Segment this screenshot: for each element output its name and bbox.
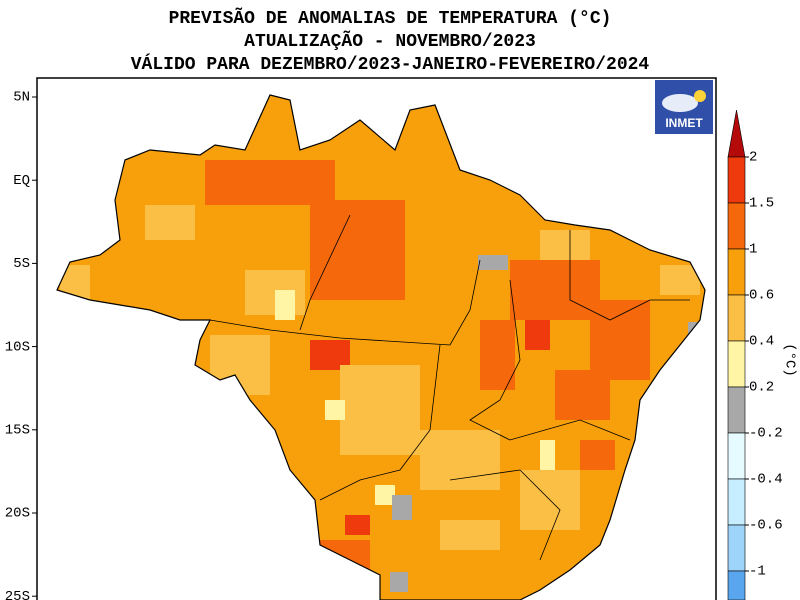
colorbar-bin [727, 386, 746, 434]
logo: INMET [655, 80, 713, 134]
colorbar-label: 1.5 [749, 196, 774, 212]
latitude-label: 20S [5, 506, 30, 522]
logo-sun [694, 90, 706, 102]
colorbar-label: 2 [749, 150, 757, 166]
latitude-labels: 5N EQ 5S 10S 15S 20S 25S [5, 90, 37, 600]
title-block: PREVISÃO DE ANOMALIAS DE TEMPERATURA (°C… [131, 7, 650, 75]
colorbar-bin [727, 202, 746, 250]
title-line: ATUALIZAÇÃO - NOVEMBRO/2023 [244, 30, 536, 52]
colorbar-label: 0.2 [749, 380, 774, 396]
colorbar-label: -0.2 [749, 426, 783, 442]
colorbar-top-arrow [727, 109, 746, 158]
colorbar: 2 1.5 1 0.6 0.4 0.2 -0.2 -0.4 -0.6 -1 [727, 109, 783, 600]
colorbar-label: 1 [749, 242, 757, 258]
colorbar-bin [727, 248, 746, 296]
state-border [209, 259, 481, 346]
colorbar-bin [727, 524, 746, 572]
colorbar-unit: (°C) [781, 343, 797, 377]
colorbar-bin [727, 570, 746, 600]
latitude-label: 5N [13, 90, 30, 106]
latitude-label: EQ [13, 173, 30, 189]
state-border [449, 469, 561, 561]
colorbar-label: -0.6 [749, 518, 783, 534]
colorbar-label: -1 [749, 564, 766, 580]
latitude-label: 15S [5, 423, 30, 439]
latitude-label: 25S [5, 589, 30, 600]
colorbar-label: 0.4 [749, 334, 774, 350]
state-border [569, 230, 690, 321]
colorbar-bin [727, 340, 746, 388]
state-border [319, 344, 441, 501]
state-border [299, 214, 351, 331]
colorbar-bin [727, 432, 746, 480]
colorbar-bin [727, 294, 746, 342]
patches-0.4-0.6 [60, 205, 700, 550]
patches-1.5-2 [310, 320, 550, 535]
latitude-label: 10S [5, 339, 30, 355]
state-border [469, 279, 631, 441]
colorbar-label: 0.6 [749, 288, 774, 304]
colorbar-label: -0.4 [749, 472, 783, 488]
latitude-label: 5S [13, 256, 30, 272]
title-line: PREVISÃO DE ANOMALIAS DE TEMPERATURA (°C… [169, 7, 612, 29]
title-line: VÁLIDO PARA DEZEMBRO/2023-JANEIRO-FEVERE… [131, 53, 650, 75]
colorbar-bin [727, 156, 746, 204]
logo-cloud [662, 94, 698, 112]
colorbar-bin [727, 478, 746, 526]
logo-text: INMET [665, 116, 703, 130]
